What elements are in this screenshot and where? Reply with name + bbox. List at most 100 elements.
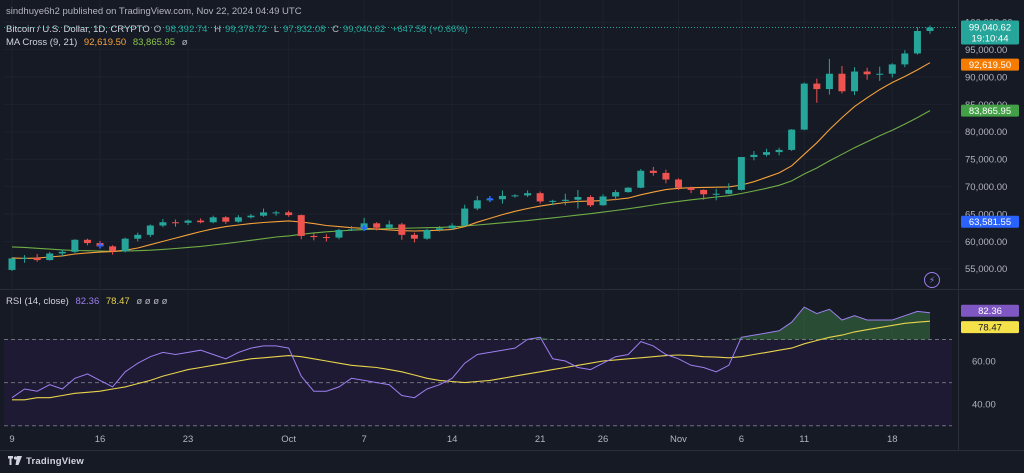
candle	[825, 58, 833, 95]
brand[interactable]: TradingView	[8, 456, 84, 467]
candle	[662, 169, 670, 184]
last-price-label-bg	[961, 20, 1019, 45]
candle	[222, 216, 230, 224]
price-tick-label: 55,000.00	[965, 264, 1007, 275]
candle	[888, 63, 896, 78]
candle-body	[888, 64, 896, 74]
candle-body	[260, 212, 268, 216]
candle-body	[297, 215, 305, 236]
ma-slow-price-label: 83,865.95	[969, 106, 1011, 117]
candle-body	[348, 229, 356, 231]
price-tick-label: 80,000.00	[965, 127, 1007, 138]
candle	[725, 183, 733, 195]
time-tick-label: Oct	[281, 434, 296, 445]
candle	[448, 223, 456, 230]
candle	[524, 190, 532, 198]
price-tick-label: 65,000.00	[965, 209, 1007, 220]
candle-body	[662, 172, 670, 180]
candle-body	[21, 257, 29, 259]
time-tick-label: 14	[447, 434, 458, 445]
rsi-band-fill	[4, 339, 952, 426]
candle-body	[423, 229, 431, 239]
candle	[260, 208, 268, 217]
candle	[423, 228, 431, 240]
chart-canvas[interactable]: 55,000.00 60,000.00 65,000.00 70,000.00 75,0…	[0, 0, 1024, 450]
candle-body	[285, 212, 293, 216]
rsi-extras: ø ø ø ø	[136, 296, 168, 307]
candle-body	[385, 224, 393, 228]
candle-body	[109, 246, 117, 252]
symbol-name[interactable]: Bitcoin / U.S. Dollar, 1D, CRYPTO	[6, 24, 150, 35]
candle-body	[775, 149, 783, 153]
ma-label[interactable]: MA Cross (9, 21)	[6, 37, 78, 48]
candle-body	[750, 154, 758, 158]
candle-body	[448, 225, 456, 229]
time-tick-label: 21	[535, 434, 546, 445]
candle-body	[838, 73, 846, 92]
candle	[461, 204, 469, 227]
candle-body	[272, 212, 280, 214]
candles	[8, 25, 934, 272]
candle	[247, 214, 255, 219]
candle-body	[674, 179, 682, 188]
candle-body	[813, 83, 821, 90]
symbol-legend: Bitcoin / U.S. Dollar, 1D, CRYPTO O 98,392…	[6, 24, 472, 35]
brand-name: TradingView	[26, 456, 84, 467]
time-tick-label: 23	[183, 434, 194, 445]
candle	[473, 195, 481, 211]
candle	[561, 193, 569, 206]
candle-body	[536, 193, 544, 202]
candle	[624, 187, 632, 193]
candle-body	[637, 170, 645, 188]
candle	[159, 218, 167, 228]
last-price-label: 99,040.62	[969, 22, 1011, 33]
candle-body	[586, 197, 594, 206]
time-tick-label: 18	[887, 434, 898, 445]
ma-extra: ø	[181, 37, 188, 48]
cross-marker	[97, 242, 104, 249]
candle-body	[146, 225, 154, 235]
time-tick-label: 16	[95, 434, 106, 445]
lightning-icon[interactable]: ⚡	[924, 272, 940, 288]
candle-body	[234, 217, 242, 222]
rsi-label[interactable]: RSI (14, close)	[6, 296, 69, 307]
candle-body	[926, 27, 934, 31]
candle-body	[763, 152, 771, 155]
candle-body	[788, 129, 796, 150]
candle-body	[197, 220, 205, 223]
candle-body	[511, 195, 519, 197]
low-value: 97,932.08	[283, 24, 326, 35]
candle-body	[121, 238, 129, 252]
candle	[838, 66, 846, 94]
candle-body	[876, 73, 884, 75]
candle	[146, 224, 154, 238]
time-tick-label: 11	[799, 434, 809, 445]
candle	[586, 195, 594, 207]
candle-body	[549, 200, 557, 202]
candle-body	[687, 187, 695, 190]
candle-body	[33, 257, 41, 261]
candle	[234, 215, 242, 223]
candle-body	[913, 30, 921, 54]
candle	[913, 27, 921, 55]
ma-fast-price-label: 92,619.50	[969, 60, 1011, 71]
rsi-ma-value-label-bg	[961, 321, 1019, 334]
candle-body	[184, 220, 192, 223]
candle	[348, 226, 356, 232]
candle	[800, 82, 808, 131]
candle	[436, 226, 444, 232]
price-tick-label: 75,000.00	[965, 155, 1007, 166]
candle-body	[737, 157, 745, 190]
ma-legend: MA Cross (9, 21) 92,619.50 83,865.95 ø	[6, 37, 192, 48]
change-value: +647.58 (+0.66%)	[391, 24, 468, 35]
rsi-tick-label: 40.00	[972, 400, 996, 411]
open-label: O	[153, 24, 162, 35]
candle	[599, 194, 607, 206]
price-tick-label: 90,000.00	[965, 72, 1007, 83]
candle	[310, 233, 318, 241]
candle	[863, 67, 871, 80]
candle	[171, 219, 179, 227]
candle	[574, 189, 582, 209]
candle	[398, 222, 406, 240]
ma-fast-value: 92,619.50	[83, 37, 127, 48]
